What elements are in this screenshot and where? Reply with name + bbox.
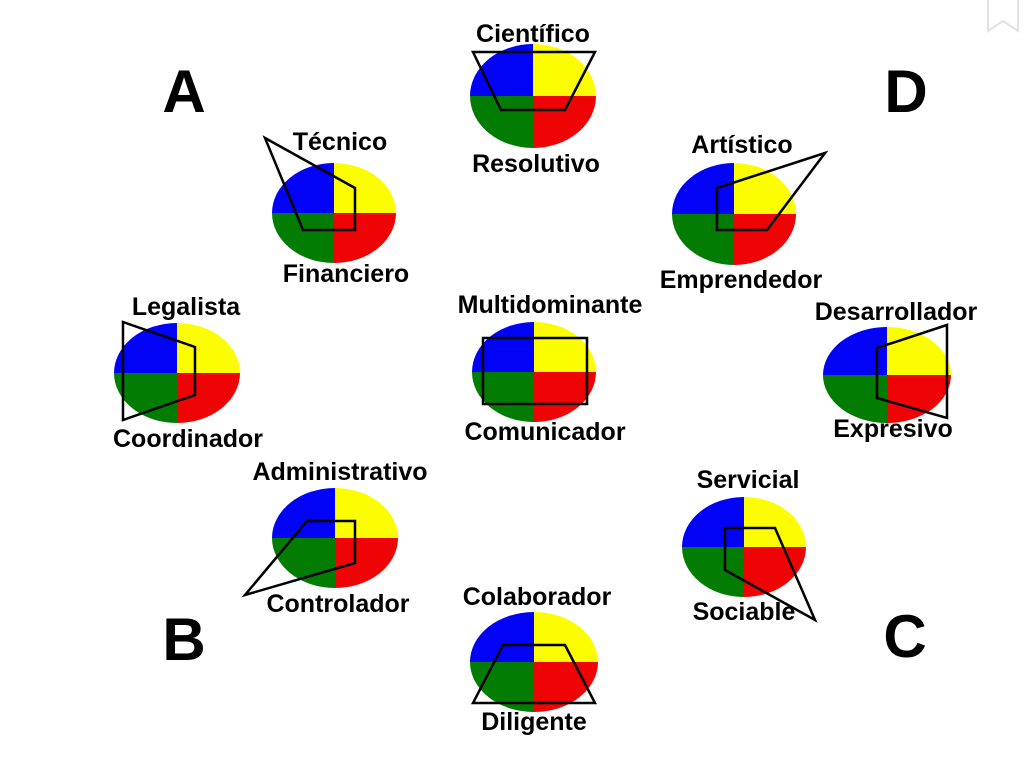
profile-label-top: Científico [476,20,590,48]
quadrant-yellow [534,612,598,662]
quadrant-green [272,213,334,263]
corner-letter-d: D [884,58,928,125]
quadrant-blue [823,327,887,375]
quadrant-blue [472,322,534,372]
bookmark-ribbon-icon[interactable] [987,0,1019,33]
quadrant-yellow [335,488,398,538]
corner-letter-a: A [162,58,206,125]
quadrant-yellow [887,327,951,375]
profile-label-bottom: Coordinador [113,425,263,453]
quadrant-yellow [177,323,240,373]
quadrant-red [534,662,598,712]
profile-label-top: Técnico [292,128,388,156]
corner-letter-c: C [883,603,927,670]
quadrant-green [472,372,534,422]
quadrant-red [335,538,398,588]
profile-label-bottom: Expresivo [833,415,953,443]
quadrant-circle [472,322,596,422]
profile-label-bottom: Controlador [266,590,410,618]
quadrant-green [114,373,177,423]
quadrant-blue [682,497,744,547]
profile-label-top: Multidominante [457,291,643,319]
quadrant-green [672,214,734,265]
quadrant-circle [272,488,398,588]
profile-label-bottom: Sociable [692,598,796,626]
quadrant-circle [470,44,596,148]
quadrant-circle [114,323,240,423]
quadrant-green [272,538,335,588]
profile-label-bottom: Diligente [481,708,587,736]
quadrant-blue [470,612,534,662]
quadrant-circle [470,612,598,712]
corner-letter-b: B [162,606,206,673]
profile-label-top: Colaborador [462,583,612,611]
profile-label-top: Administrativo [252,458,428,486]
quadrant-green [682,547,744,597]
profile-label-bottom: Emprendedor [659,266,823,294]
profile-label-bottom: Financiero [282,260,410,288]
profile-label-bottom: Comunicador [464,418,626,446]
profile-label-top: Artístico [691,131,793,159]
quadrant-red [533,96,596,148]
quadrant-circle [272,163,396,263]
quadrant-red [177,373,240,423]
quadrant-blue [672,163,734,214]
quadrant-yellow [744,497,806,547]
quadrant-green [470,662,534,712]
profile-label-top: Legalista [131,293,241,321]
quadrant-blue [272,163,334,213]
quadrant-circle [682,497,806,597]
profile-label-bottom: Resolutivo [472,150,600,178]
quadrant-blue [470,44,533,96]
quadrant-red [534,372,596,422]
quadrant-circle [672,163,796,265]
quadrant-yellow [334,163,396,213]
quadrant-yellow [734,163,796,214]
quadrant-red [334,213,396,263]
profile-label-top: Servicial [696,466,800,494]
quadrant-yellow [533,44,596,96]
quadrant-blue [272,488,335,538]
quadrant-red [744,547,806,597]
profile-label-top: Desarrollador [814,298,978,326]
quadrant-blue [114,323,177,373]
quadrant-yellow [534,322,596,372]
quadrant-circle [823,327,951,423]
quadrant-green [470,96,533,148]
quadrant-red [734,214,796,265]
